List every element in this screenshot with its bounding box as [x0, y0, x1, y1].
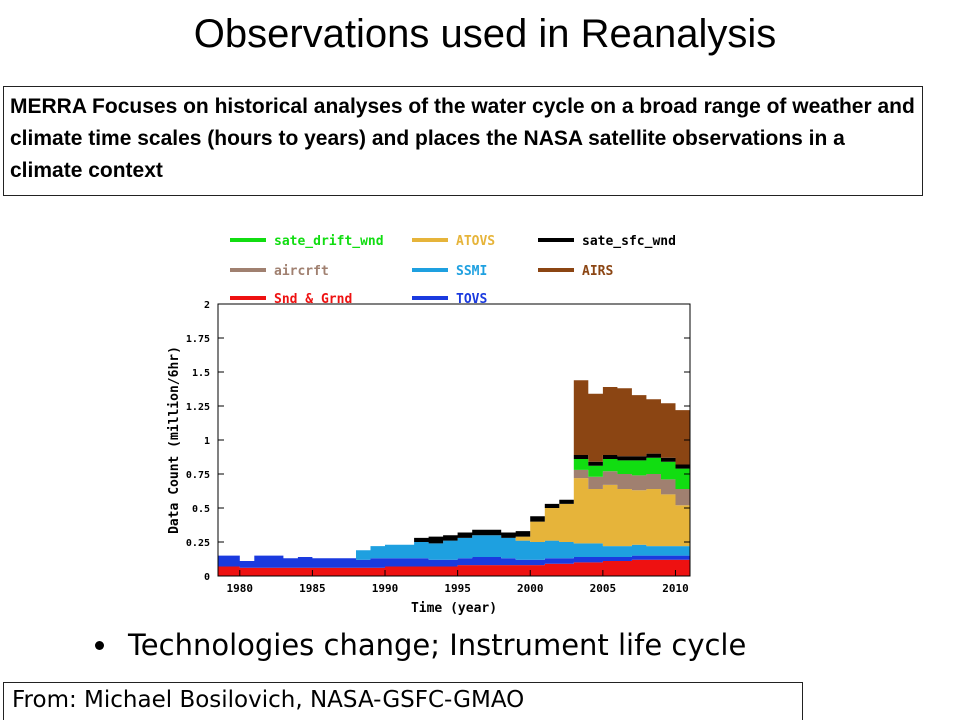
source-box: From: Michael Bosilovich, NASA-GSFC-GMAO	[3, 682, 803, 720]
y-tick-label: 1	[204, 436, 210, 447]
x-tick-label: 1990	[372, 582, 399, 595]
legend-label: AIRS	[582, 264, 613, 279]
area-airs	[218, 380, 690, 561]
x-tick-label: 1985	[299, 582, 326, 595]
source-text: From: Michael Bosilovich, NASA-GSFC-GMAO	[12, 687, 525, 713]
description-box: MERRA Focuses on historical analyses of …	[3, 86, 923, 196]
x-axis-label: Time (year)	[411, 601, 497, 616]
y-tick-label: 1.75	[186, 334, 210, 345]
x-tick-label: 2010	[662, 582, 689, 595]
y-tick-label: 1.25	[186, 402, 210, 413]
y-axis-label: Data Count (million/6hr)	[167, 346, 182, 534]
area-ssmi	[218, 535, 690, 561]
area-tovs	[218, 555, 690, 568]
y-tick-label: 2	[204, 300, 210, 311]
y-tick-label: 0.25	[186, 538, 210, 549]
x-tick-label: 1995	[444, 582, 471, 595]
bullet-dot-icon	[95, 640, 104, 650]
legend-label: aircrft	[274, 264, 329, 279]
legend-label: TOVS	[456, 292, 487, 307]
area-sate-drift-wnd	[218, 457, 690, 561]
bullet-item: Technologies change; Instrument life cyc…	[95, 628, 746, 662]
x-tick-label: 1980	[227, 582, 254, 595]
legend-label: sate_drift_wnd	[274, 234, 384, 249]
y-tick-label: 0.75	[186, 470, 210, 481]
area-snd-grnd	[218, 559, 690, 576]
x-tick-label: 2000	[517, 582, 544, 595]
description-text: MERRA Focuses on historical analyses of …	[10, 95, 915, 182]
slide-title: Observations used in Reanalysis	[193, 12, 777, 56]
legend-label: ATOVS	[456, 234, 495, 249]
chart-areas	[218, 380, 690, 576]
legend-label: Snd & Grnd	[274, 292, 352, 307]
area-atovs	[218, 478, 690, 561]
legend-label: sate_sfc_wnd	[582, 234, 676, 249]
bullet-text: Technologies change; Instrument life cyc…	[128, 628, 747, 662]
y-tick-label: 1.5	[192, 368, 210, 379]
legend-label: SSMI	[456, 264, 487, 279]
y-tick-label: 0	[204, 572, 210, 583]
area-sate-sfc-wnd	[218, 453, 690, 561]
area-aircrft	[218, 469, 690, 561]
y-tick-label: 0.5	[192, 504, 210, 515]
chart-axes: 0 0.25 0.5 0.75 1 1.25 1.5 1.75 2 1980 1985 1990 199…	[186, 300, 690, 595]
x-tick-label: 2005	[590, 582, 617, 595]
